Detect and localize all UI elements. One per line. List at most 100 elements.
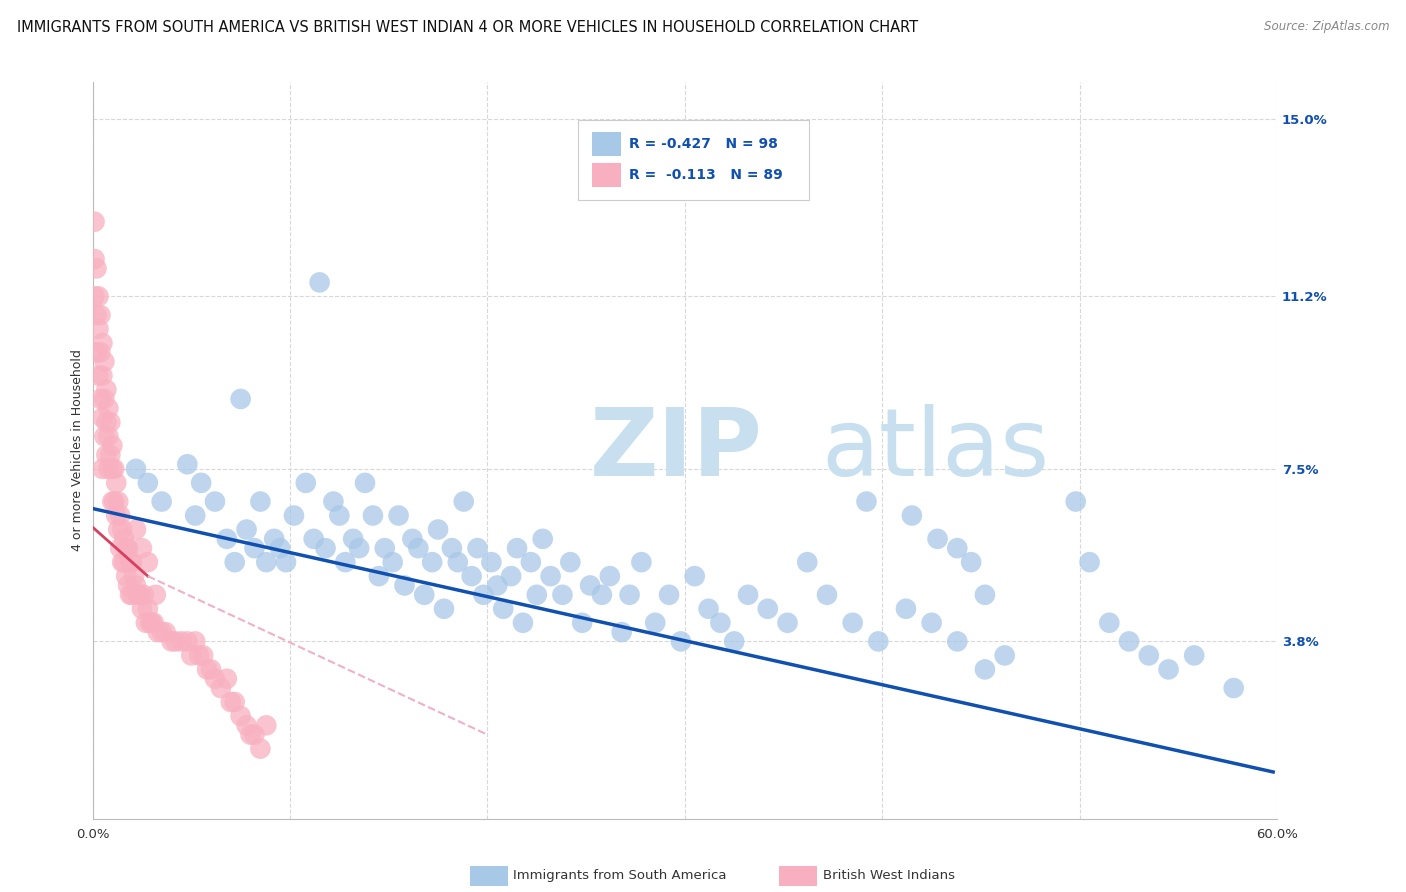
Point	[796, 555, 818, 569]
Point	[315, 541, 337, 556]
Point	[112, 532, 135, 546]
Point	[209, 681, 232, 695]
Point	[381, 555, 404, 569]
FancyBboxPatch shape	[592, 132, 621, 155]
Point	[342, 532, 364, 546]
Point	[486, 578, 509, 592]
Point	[97, 429, 120, 443]
Point	[413, 588, 436, 602]
Point	[322, 494, 344, 508]
Point	[107, 523, 129, 537]
Point	[105, 508, 128, 523]
Point	[146, 625, 169, 640]
Point	[374, 541, 396, 556]
Point	[135, 615, 157, 630]
Point	[249, 741, 271, 756]
Point	[115, 541, 138, 556]
Point	[776, 615, 799, 630]
Point	[97, 462, 120, 476]
Point	[105, 475, 128, 490]
Point	[361, 508, 384, 523]
Point	[644, 615, 666, 630]
Point	[87, 322, 110, 336]
Point	[131, 541, 153, 556]
Point	[96, 448, 118, 462]
Point	[103, 494, 125, 508]
Point	[111, 523, 134, 537]
Point	[467, 541, 489, 556]
Point	[93, 392, 115, 406]
Point	[683, 569, 706, 583]
Point	[610, 625, 633, 640]
Point	[492, 601, 515, 615]
Point	[184, 508, 207, 523]
Point	[472, 588, 495, 602]
Point	[254, 718, 277, 732]
Point	[150, 494, 173, 508]
Point	[540, 569, 562, 583]
Point	[254, 555, 277, 569]
Point	[176, 634, 198, 648]
Point	[994, 648, 1017, 663]
Point	[101, 439, 124, 453]
Point	[308, 276, 330, 290]
Point	[117, 578, 139, 592]
Point	[125, 462, 148, 476]
Point	[974, 662, 997, 676]
Point	[591, 588, 613, 602]
Text: British West Indians: British West Indians	[823, 870, 955, 882]
Point	[501, 569, 523, 583]
Point	[229, 392, 252, 406]
Point	[427, 523, 450, 537]
Point	[946, 634, 969, 648]
Point	[215, 532, 238, 546]
Point	[283, 508, 305, 523]
Point	[387, 508, 409, 523]
Point	[141, 615, 163, 630]
Point	[328, 508, 350, 523]
Point	[1157, 662, 1180, 676]
Point	[176, 457, 198, 471]
Point	[120, 588, 142, 602]
Point	[235, 523, 257, 537]
Point	[447, 555, 470, 569]
Point	[243, 728, 266, 742]
Point	[170, 634, 193, 648]
Point	[98, 415, 121, 429]
Point	[560, 555, 582, 569]
Point	[83, 215, 105, 229]
Point	[669, 634, 692, 648]
Text: R = -0.427   N = 98: R = -0.427 N = 98	[628, 136, 778, 151]
Point	[101, 494, 124, 508]
Point	[87, 289, 110, 303]
Point	[165, 634, 187, 648]
Point	[658, 588, 681, 602]
Text: Immigrants from South America: Immigrants from South America	[513, 870, 727, 882]
Point	[121, 588, 143, 602]
Point	[367, 569, 389, 583]
Point	[229, 709, 252, 723]
Point	[184, 634, 207, 648]
Point	[83, 289, 105, 303]
Point	[1118, 634, 1140, 648]
Point	[89, 308, 111, 322]
Point	[512, 615, 534, 630]
Point	[97, 401, 120, 416]
Point	[204, 494, 226, 508]
Point	[520, 555, 543, 569]
Point	[243, 541, 266, 556]
Point	[131, 601, 153, 615]
Point	[855, 494, 877, 508]
Point	[960, 555, 983, 569]
Point	[756, 601, 779, 615]
Point	[91, 462, 114, 476]
Point	[394, 578, 416, 592]
Point	[180, 648, 202, 663]
Point	[98, 448, 121, 462]
Point	[115, 569, 138, 583]
Point	[579, 578, 602, 592]
Point	[96, 415, 118, 429]
FancyBboxPatch shape	[578, 120, 810, 200]
Point	[599, 569, 621, 583]
Text: Source: ZipAtlas.com: Source: ZipAtlas.com	[1264, 20, 1389, 33]
